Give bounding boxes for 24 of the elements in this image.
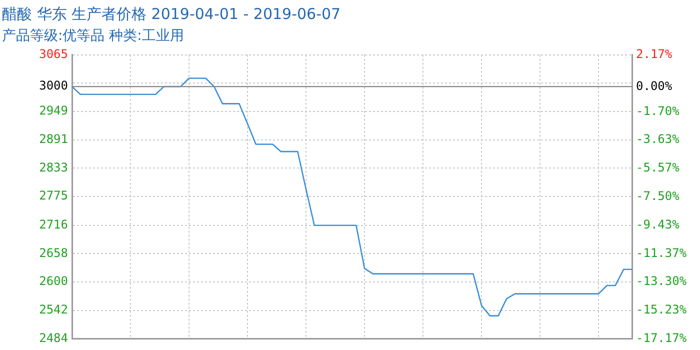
y-tick-label: 3065 [39,46,68,61]
y2-tick-label: -3.63% [636,132,680,146]
y-tick-label: 2949 [39,104,68,118]
y-tick-label: 2833 [39,160,68,174]
y2-tick-label: -5.57% [636,160,680,175]
y2-tick-label: -9.43% [636,217,680,232]
y2-tick-label: -17.17% [636,330,688,345]
chart-subtitle: 产品等级:优等品 种类:工业用 [2,28,184,44]
y-tick-label: 2484 [39,330,68,345]
y2-tick-label: -15.23% [636,302,688,316]
y2-tick-label: 0.00% [636,78,673,93]
y2-tick-label: 2.17% [636,46,673,61]
y-tick-label: 2716 [39,218,68,232]
y-tick-label: 2600 [39,274,68,288]
y-tick-label: 2775 [39,188,68,203]
y-tick-label: 2658 [39,246,68,260]
y-tick-label: 2891 [39,132,68,146]
y2-tick-label: -1.70% [636,104,680,118]
y2-tick-label: -7.50% [636,188,680,203]
y-tick-label: 2542 [39,302,68,317]
chart-title: 醋酸 华东 生产者价格 2019-04-01 - 2019-06-07 [2,4,341,23]
y2-tick-label: -11.37% [636,246,688,260]
y2-tick-label: -13.30% [636,274,688,288]
y-tick-label: 3000 [39,78,68,93]
